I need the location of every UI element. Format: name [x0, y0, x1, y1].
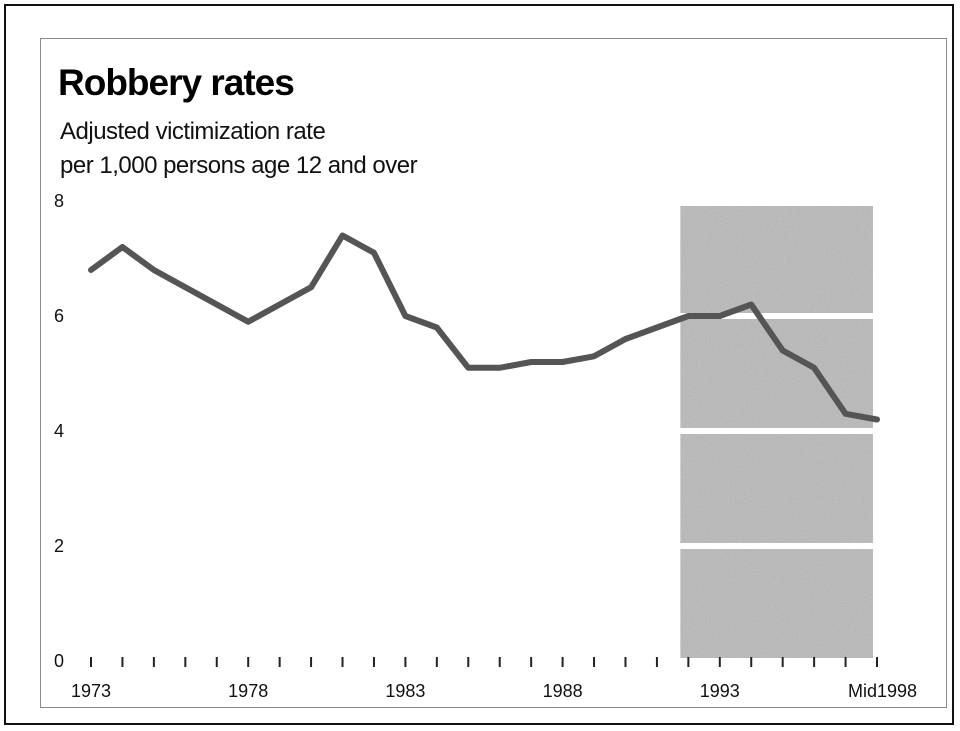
data-point — [436, 327, 438, 328]
x-tick-label: 1988 — [543, 681, 583, 701]
data-point — [310, 286, 312, 288]
chart-title: Robbery rates — [58, 62, 295, 103]
x-tick-label: 1978 — [228, 681, 268, 701]
y-tick-label: 8 — [54, 191, 64, 211]
data-point — [153, 269, 155, 271]
x-tick-label: 1983 — [385, 681, 425, 701]
data-point — [90, 269, 92, 271]
y-tick-label: 2 — [54, 536, 64, 556]
data-point — [562, 361, 564, 363]
data-point — [216, 304, 218, 305]
data-point — [876, 419, 878, 420]
x-tick-label: 1973 — [71, 681, 111, 701]
data-point — [184, 286, 186, 288]
data-point — [247, 321, 249, 323]
chart-subtitle-line-1: Adjusted victimization rate — [60, 118, 326, 145]
data-point — [593, 355, 595, 357]
data-point — [499, 367, 501, 369]
y-tick-label: 4 — [54, 421, 64, 441]
data-point — [342, 235, 344, 236]
chart-frame — [40, 38, 947, 708]
data-point — [845, 413, 847, 415]
y-tick-label: 0 — [54, 651, 64, 671]
x-tick-label: Mid1998 — [848, 681, 917, 701]
shaded-region-band — [680, 549, 873, 658]
shaded-region-band — [680, 206, 873, 313]
data-point — [813, 367, 815, 369]
data-point — [404, 315, 406, 317]
chart-subtitle-line-2: per 1,000 persons age 12 and over — [60, 152, 418, 179]
outer-frame — [4, 4, 954, 725]
data-point — [530, 361, 532, 363]
series-line — [88, 232, 880, 423]
data-point — [782, 350, 784, 351]
data-point — [467, 367, 469, 369]
data-point — [750, 304, 752, 305]
data-point — [373, 252, 375, 254]
y-tick-label: 6 — [54, 306, 64, 326]
shaded-region-band — [680, 434, 873, 543]
data-point — [121, 246, 123, 248]
x-tick-label: 1993 — [700, 681, 740, 701]
data-point — [279, 304, 281, 305]
data-point — [656, 327, 658, 328]
data-point — [624, 338, 626, 340]
data-point — [687, 315, 689, 317]
data-point — [719, 315, 721, 317]
